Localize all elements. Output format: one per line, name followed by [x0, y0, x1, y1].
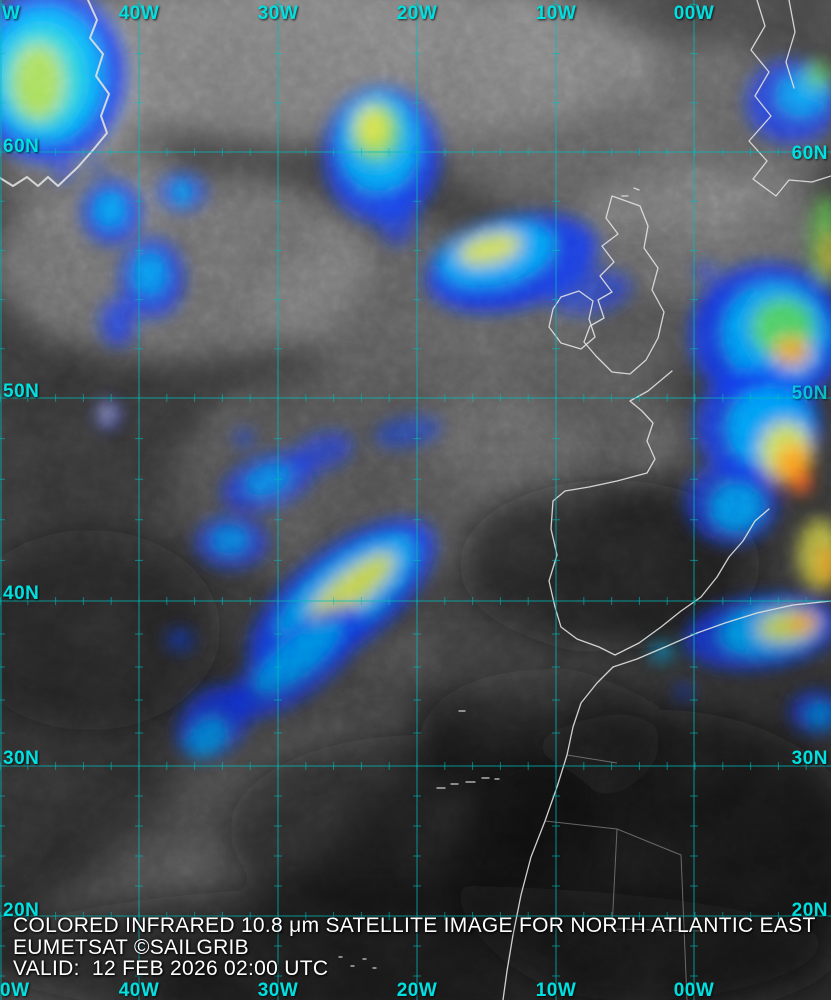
lat-label-right-30n: 30N	[791, 748, 828, 769]
lon-label-bottom-00w: 00W	[673, 980, 715, 1000]
lat-label-left-50n: 50N	[3, 381, 40, 402]
lon-label-bottom-20w: 20W	[396, 980, 438, 1000]
lon-label-top-30w: 30W	[257, 3, 299, 24]
lon-label-top-00w: 00W	[673, 3, 715, 24]
lon-label-bottom-10w: 10W	[535, 980, 577, 1000]
great-britain-coastline	[583, 187, 665, 375]
lon-label-bottom-30w: 30W	[257, 980, 299, 1000]
lon-label-top-50w-partial: W	[2, 3, 21, 24]
lat-label-right-20n: 20N	[791, 900, 828, 921]
grid-minor-ticks	[0, 3, 807, 977]
morocco-atlantic-coastline	[502, 666, 614, 1000]
lat-label-left-60n: 60N	[3, 136, 40, 157]
france-iberia-coastline	[548, 370, 770, 656]
north-africa-med-coastline	[612, 600, 831, 668]
greenland-coastline	[0, 0, 110, 187]
image-valid-time: VALID: 12 FEB 2026 02:00 UTC	[13, 957, 329, 980]
norway-coastline	[748, 0, 831, 197]
ireland-coastline	[548, 290, 596, 350]
lon-label-top-40w: 40W	[118, 3, 160, 24]
image-credit: EUMETSAT ©SAILGRIB	[13, 936, 249, 959]
cape-verde-islands	[338, 956, 377, 969]
lat-label-left-40n: 40N	[3, 583, 40, 604]
lat-label-left-30n: 30N	[3, 748, 40, 769]
africa-country-borders	[544, 754, 705, 1000]
canary-madeira-islands	[436, 710, 500, 789]
lon-label-top-20w: 20W	[396, 3, 438, 24]
lon-label-bottom-50w-partial: 0W	[0, 980, 30, 1000]
lat-label-left-20n: 20N	[3, 900, 40, 921]
lat-label-right-50n: 50N	[791, 383, 828, 404]
lat-label-right-60n: 60N	[791, 143, 828, 164]
lon-label-bottom-40w: 40W	[118, 980, 160, 1000]
lon-label-top-10w: 10W	[535, 3, 577, 24]
image-title: COLORED INFRARED 10.8 μm SATELLITE IMAGE…	[13, 914, 816, 937]
